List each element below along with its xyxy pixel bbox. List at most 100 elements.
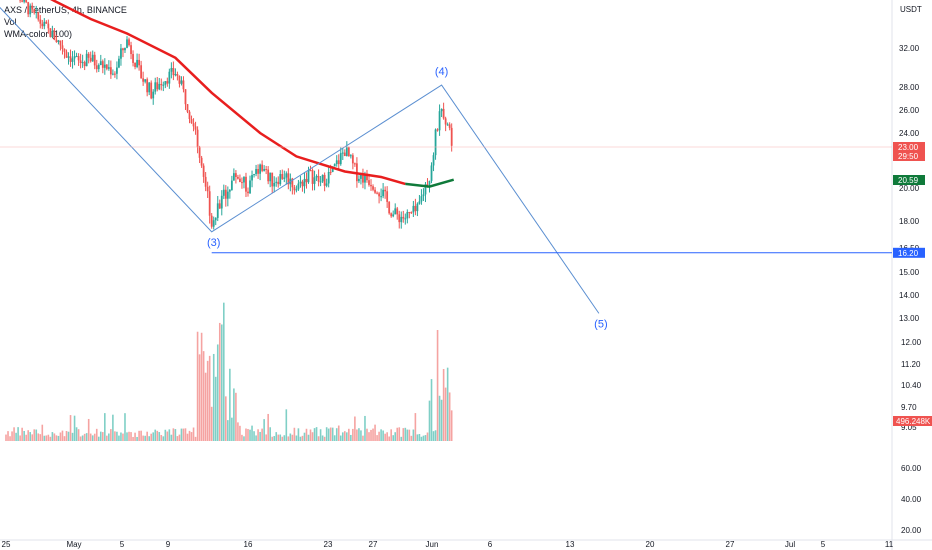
volume-bar [362, 435, 364, 441]
candle-body [87, 53, 90, 58]
candle-body [43, 21, 46, 27]
candle-body [109, 67, 112, 75]
time-tick-label: 9 [166, 540, 171, 549]
candle-body [200, 157, 203, 166]
volume-bar [297, 428, 300, 441]
volume-bar [364, 415, 366, 441]
candle-body [376, 192, 378, 194]
volume-bar [329, 427, 332, 441]
volume-bar [27, 430, 29, 441]
volume-bar [448, 392, 451, 441]
candle-body [388, 201, 391, 214]
candle-body [307, 170, 310, 183]
elliott-wave-drawing[interactable]: (3) (4) (5) [0, 0, 892, 330]
candle-body [134, 62, 136, 67]
candle-body [345, 147, 348, 157]
time-tick-label: 13 [566, 540, 575, 549]
candle-body [47, 23, 50, 29]
volume-bar [410, 435, 413, 441]
volume-bar [418, 433, 421, 441]
volume-bar [402, 428, 405, 441]
volume-tick-label: 10.40 [901, 381, 922, 390]
volume-bar [61, 430, 64, 441]
volume-bar [231, 417, 233, 441]
volume-bar [112, 414, 114, 441]
time-tick-label: 16 [244, 540, 253, 549]
candle-body [434, 129, 437, 156]
candle-body [140, 65, 143, 79]
candle-body [323, 174, 326, 186]
volume-bar [194, 436, 197, 441]
volume-bar [19, 435, 21, 441]
volume-bar [186, 433, 189, 441]
volume-bar [406, 429, 409, 441]
candle-body [75, 56, 78, 58]
candle-body [277, 181, 280, 185]
volume-bar [360, 430, 362, 441]
candle-body [303, 178, 306, 187]
volume-bar [192, 427, 195, 441]
volume-bar [352, 428, 354, 441]
candle-body [220, 195, 223, 209]
candle-body [232, 173, 235, 181]
candle-body [63, 48, 66, 52]
price-tick-label: 15.00 [899, 268, 920, 277]
volume-bar [424, 435, 427, 441]
volume-bar [257, 429, 259, 441]
time-tick-label: 25 [2, 540, 11, 549]
candle-body [27, 2, 30, 15]
volume-bar [37, 433, 40, 441]
volume-bar [301, 435, 304, 441]
volume-bar [233, 388, 235, 441]
candle-body [204, 176, 207, 187]
volume-bar [303, 432, 306, 441]
volume-bar [341, 432, 344, 441]
time-tick-label: 23 [324, 540, 333, 549]
candle-body [174, 74, 177, 76]
volume-bar [390, 429, 392, 441]
volume-bar [85, 433, 88, 441]
candle-body [426, 184, 429, 186]
candle-body [251, 175, 253, 181]
candle-body [249, 180, 251, 194]
wma-legend: WMA-color (100) [4, 29, 73, 39]
candle-body [265, 168, 268, 170]
volume-bar [323, 436, 326, 441]
candle-body [269, 172, 272, 182]
volume-bar [108, 433, 110, 441]
volume-bar [214, 376, 217, 441]
volume-bar [93, 433, 96, 441]
candle-body [202, 165, 205, 177]
volume-bar [412, 429, 415, 441]
volume-bar [299, 436, 302, 441]
volume-bar [49, 436, 52, 441]
volume-bar [168, 429, 171, 441]
volume-bar [344, 431, 346, 441]
volume-bar [95, 428, 98, 441]
volume-bar [218, 322, 221, 441]
volume-tick-label: 12.00 [901, 338, 922, 347]
wma-line [49, 0, 455, 188]
candle-body [152, 91, 155, 99]
candle-body [384, 189, 387, 192]
volume-bar [279, 434, 282, 441]
volume-bar [293, 427, 296, 441]
candle-body [23, 0, 26, 2]
candle-body [378, 193, 380, 197]
volume-bar [249, 429, 251, 441]
candle-body [126, 39, 128, 48]
candle-body [99, 61, 102, 66]
volume-bar [174, 429, 177, 441]
volume-bar [57, 435, 60, 441]
candle-body [448, 124, 451, 128]
candle-body [190, 118, 193, 124]
candle-body [61, 45, 64, 49]
candle-body [416, 203, 419, 212]
candle-body [239, 178, 241, 183]
volume-bar [170, 434, 173, 441]
volume-bar [43, 435, 46, 441]
volume-bar [79, 436, 82, 441]
candle-body [65, 51, 68, 58]
